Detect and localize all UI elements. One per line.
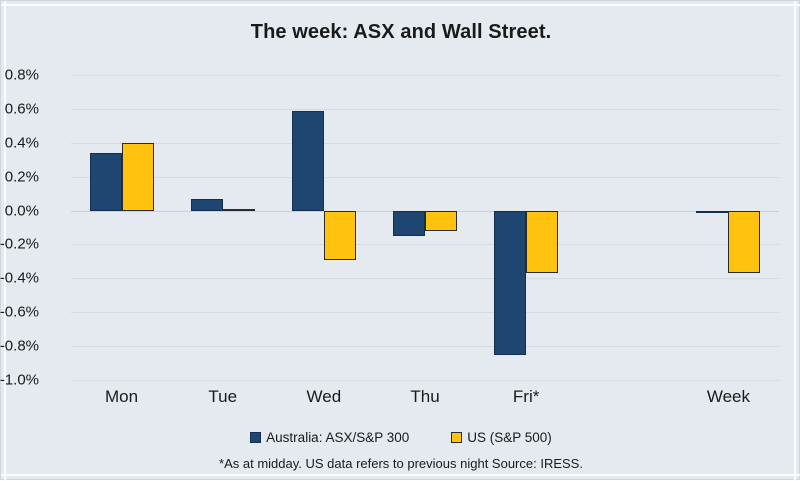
gridline	[71, 176, 779, 178]
gridline	[71, 278, 779, 280]
x-axis-tick-label: Fri*	[512, 387, 540, 406]
legend-item-us: US (S&P 500)	[451, 430, 552, 445]
x-axis-tick-label: Wed	[306, 387, 342, 406]
bar-australia	[291, 110, 324, 211]
y-axis-tick-label: -1.0%	[0, 371, 39, 389]
y-axis-tick-label: -0.6%	[0, 303, 39, 321]
gridline	[71, 108, 779, 110]
legend-item-australia: Australia: ASX/S&P 300	[250, 430, 409, 445]
gridline	[71, 346, 779, 348]
gridline	[71, 142, 779, 144]
bar-australia	[494, 210, 527, 355]
legend-swatch-us-icon	[451, 432, 463, 443]
x-axis-tick-label: Thu	[410, 387, 440, 406]
y-axis-tick-label: -0.8%	[0, 337, 39, 355]
y-axis-tick-label: 0.8%	[4, 66, 39, 84]
y-axis-tick-label: 0.6%	[4, 100, 39, 118]
frame-bottom-line	[1, 474, 800, 476]
gridline	[71, 244, 779, 246]
chart-title: The week: ASX and Wall Street.	[250, 21, 552, 43]
gridline	[71, 380, 779, 381]
chart-footnote: *As at midday. US data refers to previou…	[219, 456, 583, 471]
bar-australia	[190, 198, 223, 211]
x-axis-tick-label: Week	[706, 387, 750, 406]
legend-label-australia: Australia: ASX/S&P 300	[266, 430, 410, 445]
bar-us	[728, 210, 761, 274]
y-axis-tick-label: 0.0%	[4, 202, 39, 220]
bar-australia	[696, 210, 729, 213]
bar-us	[121, 142, 154, 211]
frame-top-line	[1, 4, 800, 6]
chart-legend: Australia: ASX/S&P 300 US (S&P 500)	[1, 430, 800, 445]
y-axis-tick-label: 0.2%	[4, 168, 39, 186]
y-axis-tick-label: -0.2%	[0, 235, 39, 253]
frame-left-line	[4, 1, 6, 481]
y-axis-tick-label: -0.4%	[0, 269, 39, 287]
bar-us	[526, 210, 559, 274]
legend-swatch-australia-icon	[250, 432, 262, 443]
gridline	[71, 75, 779, 76]
frame-right-line	[794, 1, 796, 481]
plot-area: 0.8% 0.6% 0.4% 0.2% 0.0% -0.2% -0.4% -0.6% -0.8%…	[0, 67, 779, 406]
y-axis-tick-label: 0.4%	[4, 134, 39, 152]
bar-us	[323, 210, 356, 260]
bar-us	[425, 210, 457, 231]
bar-us	[222, 208, 255, 211]
x-axis-tick-label: Mon	[105, 387, 139, 406]
gridline	[71, 312, 779, 314]
x-axis-tick-label: Tue	[208, 387, 238, 406]
legend-label-us: US (S&P 500)	[467, 430, 552, 445]
bar-australia	[89, 152, 122, 211]
bar-australia	[393, 210, 425, 236]
